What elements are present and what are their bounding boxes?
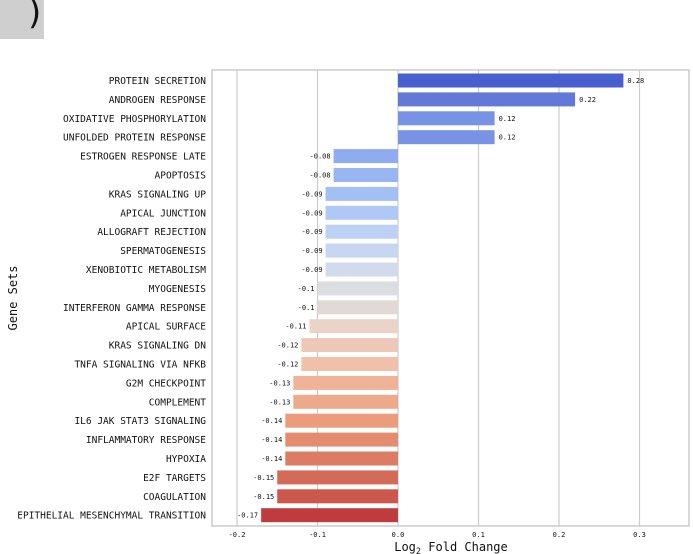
category-label: XENOBIOTIC METABOLISM xyxy=(86,265,206,276)
bars: 0.28 0.22 0.12 0.12 -0.08 -0.08 -0.09 -0.09 -0.0… xyxy=(237,73,644,523)
category-label: APICAL SURFACE xyxy=(126,322,206,333)
gridlines xyxy=(236,70,641,526)
category-label: MYOGENESIS xyxy=(149,284,206,295)
bar-value-label: -0.14 xyxy=(261,417,282,425)
bar xyxy=(398,130,495,145)
bar xyxy=(333,149,398,164)
bar-value-label: 0.12 xyxy=(499,115,516,123)
category-label: KRAS SIGNALING DN xyxy=(109,341,207,352)
bar xyxy=(325,205,398,220)
y-axis-title: Gene Sets xyxy=(6,265,20,330)
bar xyxy=(293,375,398,390)
x-tick-label: -0.1 xyxy=(309,531,326,539)
category-label: PROTEIN SECRETION xyxy=(109,76,207,87)
category-label: KRAS SIGNALING UP xyxy=(109,189,207,200)
bar-value-label: -0.14 xyxy=(261,436,282,444)
bar-value-label: -0.09 xyxy=(301,266,322,274)
bar xyxy=(398,73,624,88)
category-label: OXIDATIVE PHOSPHORYLATION xyxy=(63,114,206,125)
bar-value-label: -0.13 xyxy=(269,379,290,387)
bar xyxy=(309,319,398,334)
bar xyxy=(261,508,398,523)
x-tick-label: 0.2 xyxy=(553,531,566,539)
bar-value-label: -0.15 xyxy=(253,493,274,501)
bar-value-label: -0.09 xyxy=(301,247,322,255)
category-label: E2F TARGETS xyxy=(143,473,206,484)
bar xyxy=(325,186,398,201)
bar-value-label: -0.1 xyxy=(298,285,315,293)
bar-value-label: -0.12 xyxy=(277,342,298,350)
bar xyxy=(285,432,398,447)
paren-glyph-icon: ) xyxy=(28,0,42,33)
category-label: TNFA SIGNALING VIA NFKB xyxy=(74,360,206,371)
category-label: IL6 JAK STAT3 SIGNALING xyxy=(74,416,206,427)
bar xyxy=(325,224,398,239)
bar xyxy=(277,470,398,485)
bar-value-label: -0.15 xyxy=(253,474,274,482)
bar-value-label: 0.12 xyxy=(499,134,516,142)
x-tick-label: -0.2 xyxy=(229,531,246,539)
category-label: UNFOLDED PROTEIN RESPONSE xyxy=(63,133,206,144)
bar xyxy=(277,489,398,504)
category-label: COAGULATION xyxy=(143,492,206,503)
category-label: SPERMATOGENESIS xyxy=(120,246,206,257)
bar-value-label: -0.14 xyxy=(261,455,282,463)
category-label: HYPOXIA xyxy=(166,454,206,465)
category-label: INFLAMMATORY RESPONSE xyxy=(86,435,206,446)
bar-value-label: -0.1 xyxy=(298,304,315,312)
x-axis-title: Log2 Fold Change xyxy=(394,540,508,554)
bar-value-label: -0.11 xyxy=(285,323,306,331)
bar xyxy=(301,357,398,371)
bar xyxy=(317,300,398,315)
bar xyxy=(293,394,398,409)
x-tick-label: 0.1 xyxy=(472,531,485,539)
x-tick-label: 0.0 xyxy=(392,531,405,539)
bar-value-label: -0.09 xyxy=(301,228,322,236)
x-tick-label: 0.3 xyxy=(633,531,646,539)
category-label: ANDROGEN RESPONSE xyxy=(109,95,207,106)
category-label: APICAL JUNCTION xyxy=(120,208,206,219)
bar xyxy=(398,111,495,126)
bar-value-label: -0.13 xyxy=(269,398,290,406)
bar xyxy=(285,413,398,428)
bar-value-label: -0.09 xyxy=(301,209,322,217)
bar xyxy=(325,262,398,277)
bar xyxy=(398,92,576,107)
bar-value-label: -0.17 xyxy=(237,512,258,520)
category-label: APOPTOSIS xyxy=(155,171,207,182)
bar-value-label: -0.09 xyxy=(301,190,322,198)
bar-value-label: 0.28 xyxy=(627,77,644,85)
plot-area xyxy=(211,69,690,527)
bar-value-label: 0.22 xyxy=(579,96,596,104)
bar-value-label: -0.12 xyxy=(277,361,298,369)
bar-value-label: -0.08 xyxy=(310,172,331,180)
category-label: EPITHELIAL MESENCHYMAL TRANSITION xyxy=(17,511,206,522)
x-tick-labels: -0.2 -0.1 0.0 0.1 0.2 0.3 xyxy=(229,531,646,539)
bar xyxy=(317,281,398,296)
category-label: ALLOGRAFT REJECTION xyxy=(97,227,206,238)
bar xyxy=(333,168,398,182)
category-label: INTERFERON GAMMA RESPONSE xyxy=(63,303,206,314)
bar xyxy=(325,243,398,258)
bar-value-label: -0.08 xyxy=(310,153,331,161)
corner-badge: ) xyxy=(0,0,44,39)
category-label: COMPLEMENT xyxy=(149,397,206,408)
category-labels: PROTEIN SECRETION ANDROGEN RESPONSE OXIDAT… xyxy=(17,76,206,522)
category-label: G2M CHECKPOINT xyxy=(126,378,206,389)
bar xyxy=(301,338,398,353)
bar xyxy=(285,451,398,466)
category-label: ESTROGEN RESPONSE LATE xyxy=(80,152,206,163)
